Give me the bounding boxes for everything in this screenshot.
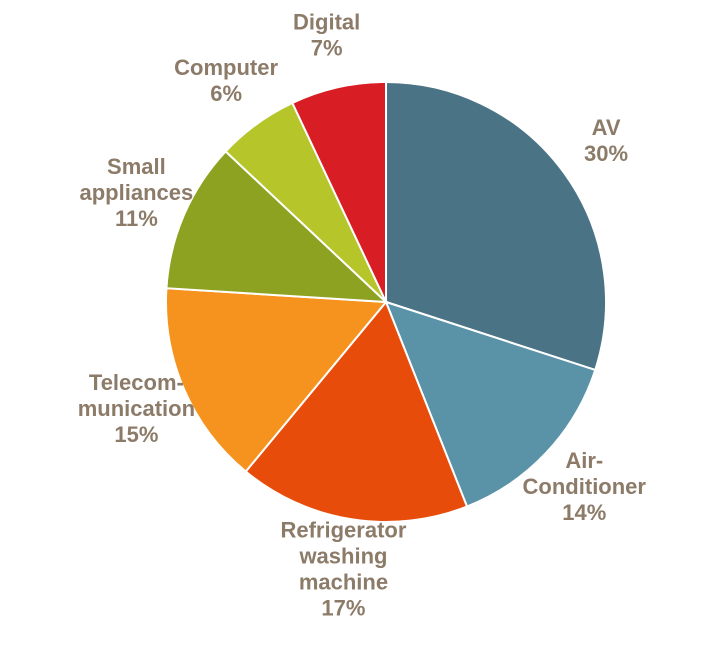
pie-slice [165,149,389,304]
value-label: 30% [584,141,628,166]
value-label: 17% [321,595,365,620]
value-label: 7% [311,35,343,60]
slice-label: Telecom-munication 15% [78,370,195,447]
label-line: Digital [293,9,360,34]
pie-slice [385,80,607,372]
pie-slice [290,80,387,303]
value-label: 11% [115,206,158,231]
value-label: 15% [114,422,158,447]
label-line: Telecom- [89,370,184,395]
slice-label: Computer 6% [174,55,278,106]
slice-label: Small appliances 11% [80,154,194,231]
value-label: 14% [562,500,606,525]
label-line: Air- [565,448,603,473]
label-line: Conditioner [523,474,647,499]
pie-slice [384,300,597,508]
pie-slice [165,287,389,473]
label-line: Refrigerator [280,517,406,542]
label-line: Computer [174,55,278,80]
label-line: AV [592,115,621,140]
label-line: machine [299,569,388,594]
value-label: 6% [210,81,242,106]
label-line: Small [107,154,166,179]
label-line: munication [78,396,195,421]
pie-slice [244,300,469,523]
slice-label: Digital 7% [293,9,360,60]
label-line: appliances [80,180,194,205]
slice-label: AV 30% [584,115,628,166]
slice-label: Refrigerator washing machine 17% [280,517,406,620]
label-line: washing [298,543,387,568]
slice-label: Air-Conditioner 14% [523,448,647,525]
